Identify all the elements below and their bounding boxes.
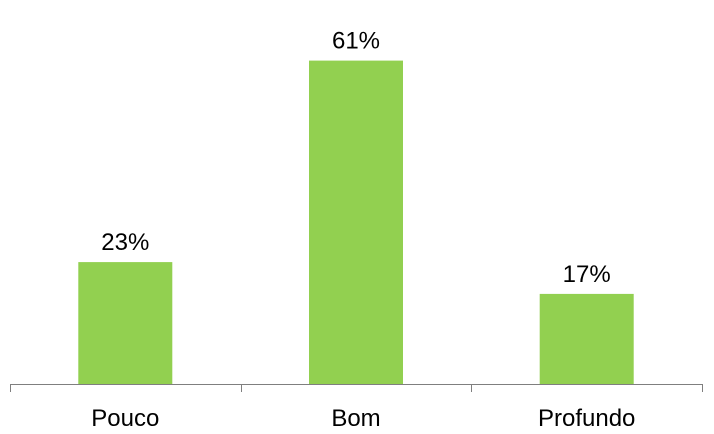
- bars-group: [78, 60, 634, 384]
- data-label-pouco: 23%: [101, 229, 149, 256]
- tick-label-profundo: Profundo: [538, 405, 635, 432]
- data-labels-group: 23% 61% 17%: [101, 28, 610, 288]
- x-axis: [10, 384, 703, 392]
- data-label-profundo: 17%: [563, 261, 611, 288]
- bar-bom: [309, 60, 403, 384]
- tick-label-bom: Bom: [331, 405, 380, 432]
- data-label-bom: 61%: [332, 28, 380, 55]
- x-axis-tick-labels: Pouco Bom Profundo: [91, 405, 635, 432]
- tick-label-pouco: Pouco: [91, 405, 159, 432]
- bar-profundo: [539, 293, 634, 384]
- bar-pouco: [78, 262, 173, 384]
